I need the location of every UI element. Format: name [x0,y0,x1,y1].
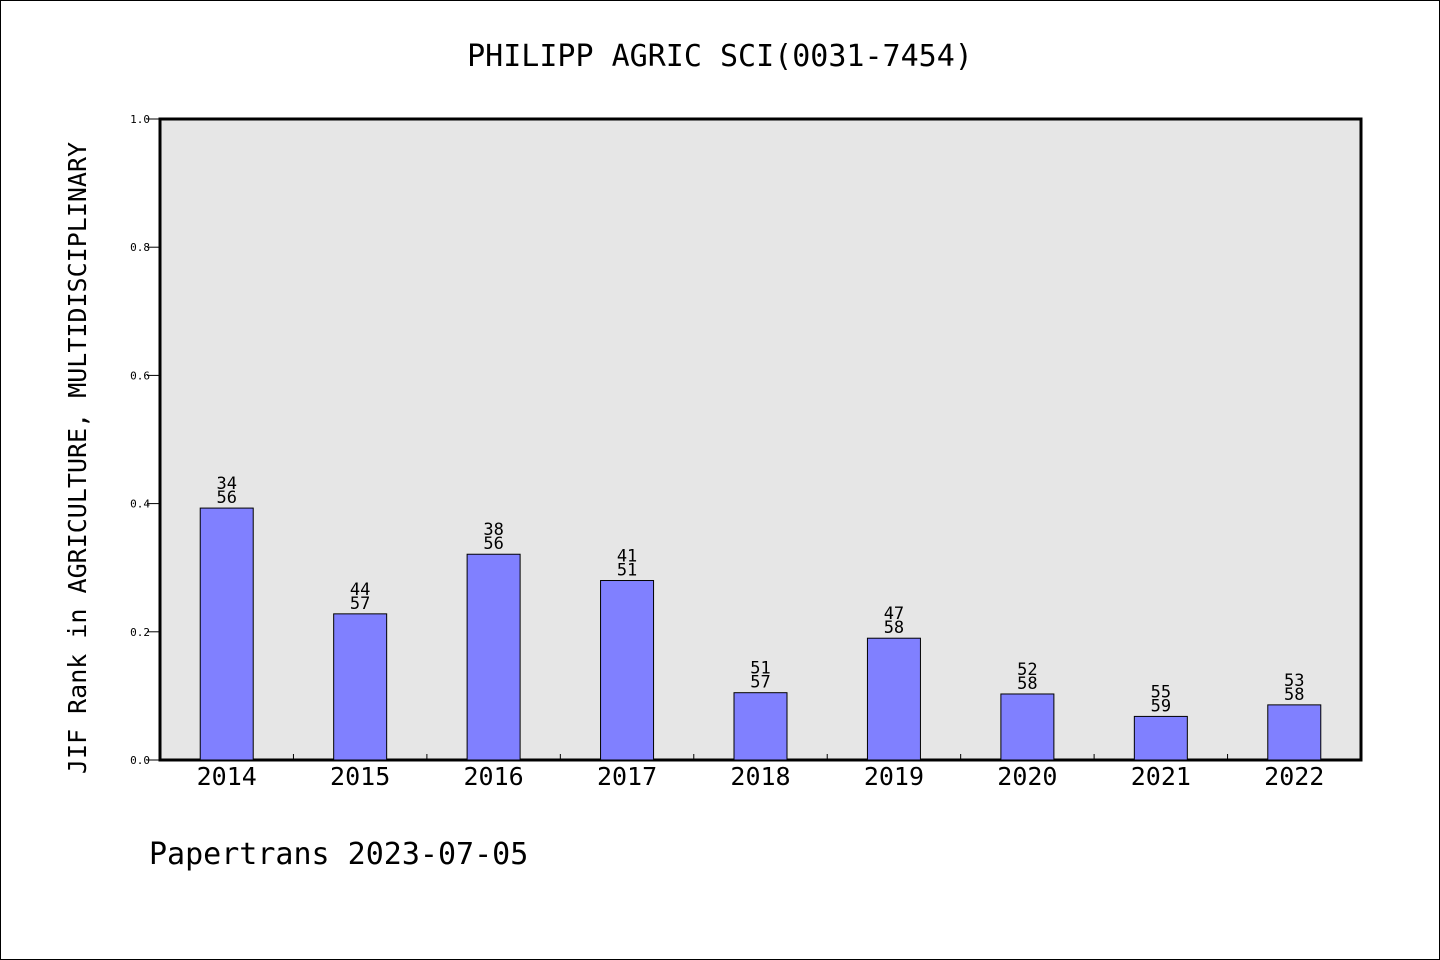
bar-2020 [1000,693,1055,761]
x-tick-label: 2018 [730,762,790,791]
bar-total-label: 57 [350,594,370,614]
bar-rank-label: 52 [1017,660,1037,680]
bar-2021 [1133,715,1188,761]
bar-total-label: 58 [1017,674,1037,694]
y-tick-label: 0.0 [130,754,150,767]
bar-rank-label: 53 [1284,671,1304,691]
bar-rank-label: 41 [617,547,637,567]
bar-2016 [466,553,521,761]
x-tick-label: 2017 [597,762,657,791]
bar-2014 [199,507,254,761]
x-tick-label: 2019 [864,762,924,791]
bar-2015 [333,613,388,761]
y-axis-label: JIF Rank in AGRICULTURE, MULTIDISCIPLINA… [63,142,92,774]
bar-total-label: 59 [1151,696,1171,716]
bar-rank-label: 55 [1151,682,1171,702]
x-tick-label: 2015 [330,762,390,791]
footer-text: Papertrans 2023-07-05 [149,837,528,872]
bar-total-label: 58 [1284,685,1304,705]
y-tick-label: 1.0 [130,113,150,126]
y-tick-label: 0.4 [130,498,150,511]
bar-2022 [1267,704,1322,761]
y-axis: 0.0 0.2 0.4 0.6 0.8 1.0 [130,113,160,767]
x-tick-label: 2022 [1264,762,1324,791]
y-tick-label: 0.8 [130,241,150,254]
bar-total-label: 57 [750,673,770,693]
bar-2019 [866,637,921,761]
x-axis: 2014 2015 2016 2017 2018 2019 2020 2021 2022 [197,754,1324,791]
bar-total-label: 56 [216,488,236,508]
x-tick-label: 2021 [1131,762,1191,791]
bar-2017 [600,580,655,761]
bar-total-label: 56 [483,534,503,554]
x-tick-label: 2020 [997,762,1057,791]
y-tick-label: 0.6 [130,369,150,382]
bar-rank-label: 34 [216,474,236,494]
bar-rank-label: 44 [350,580,370,600]
bar-rank-label: 47 [884,604,904,624]
bar-rank-label: 51 [750,659,770,679]
x-tick-label: 2016 [464,762,524,791]
x-tick-label: 2014 [197,762,257,791]
bar-rank-label: 38 [483,520,503,540]
bar-total-label: 51 [617,561,637,581]
bar-2018 [733,692,788,761]
y-tick-label: 0.2 [130,626,150,639]
chart-title: PHILIPP AGRIC SCI(0031-7454) [467,39,973,74]
bar-total-label: 58 [884,618,904,638]
